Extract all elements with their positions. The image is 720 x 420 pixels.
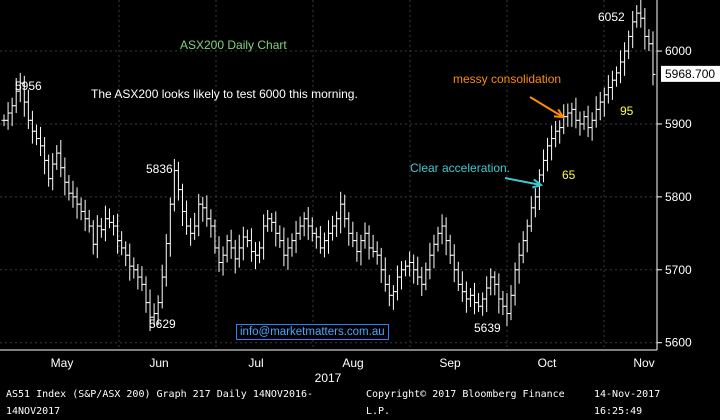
chart-title: ASX200 Daily Chart bbox=[180, 38, 287, 52]
footer-bar: AS51 Index (S&P/ASX 200) Graph 217 Daily… bbox=[0, 386, 720, 417]
orange-arrow-head bbox=[553, 108, 565, 119]
y-tick-label: 5900 bbox=[665, 117, 692, 131]
label-5956: 5956 bbox=[15, 79, 42, 93]
y-tick-label: 6000 bbox=[665, 44, 692, 58]
x-tick-label: Jul bbox=[248, 356, 263, 370]
last-price-label: 5968.700 bbox=[665, 67, 715, 81]
label-65: 65 bbox=[562, 168, 576, 182]
footer-center: Copyright© 2017 Bloomberg Finance L.P. bbox=[366, 389, 565, 417]
year-label: 2017 bbox=[315, 371, 342, 385]
y-tick-label: 5800 bbox=[665, 190, 692, 204]
footer-left: AS51 Index (S&P/ASX 200) Graph 217 Daily… bbox=[6, 389, 314, 417]
x-tick-label: Nov bbox=[633, 356, 654, 370]
ohlc-chart: 5600 5700 5800 5900 6000 May Jun Jul Aug Sep Oct No… bbox=[0, 0, 720, 385]
label-95: 95 bbox=[620, 104, 634, 118]
messy-consolidation-label: messy consolidation bbox=[453, 72, 562, 86]
clear-acceleration-label: Clear acceleration. bbox=[410, 161, 511, 175]
x-tick-label: Jun bbox=[149, 356, 168, 370]
label-5639: 5639 bbox=[474, 321, 501, 335]
y-tick-label: 5600 bbox=[665, 336, 692, 350]
footer-right: 14-Nov-2017 16:25:49 bbox=[594, 389, 661, 417]
x-tick-label: May bbox=[51, 356, 74, 370]
label-5629: 5629 bbox=[149, 317, 176, 331]
commentary-text: The ASX200 looks likely to test 6000 thi… bbox=[91, 87, 358, 101]
x-tick-label: Oct bbox=[538, 356, 557, 370]
x-tick-label: Sep bbox=[439, 356, 461, 370]
email-link[interactable]: info@marketmatters.com.au bbox=[236, 324, 389, 340]
cyan-arrow bbox=[504, 177, 542, 186]
label-5836: 5836 bbox=[146, 162, 173, 176]
y-tick-label: 5700 bbox=[665, 263, 692, 277]
last-price-box bbox=[661, 65, 720, 82]
label-6052: 6052 bbox=[598, 10, 625, 24]
orange-arrow bbox=[529, 96, 564, 118]
x-tick-label: Aug bbox=[342, 356, 363, 370]
cyan-arrow-head bbox=[532, 178, 544, 189]
